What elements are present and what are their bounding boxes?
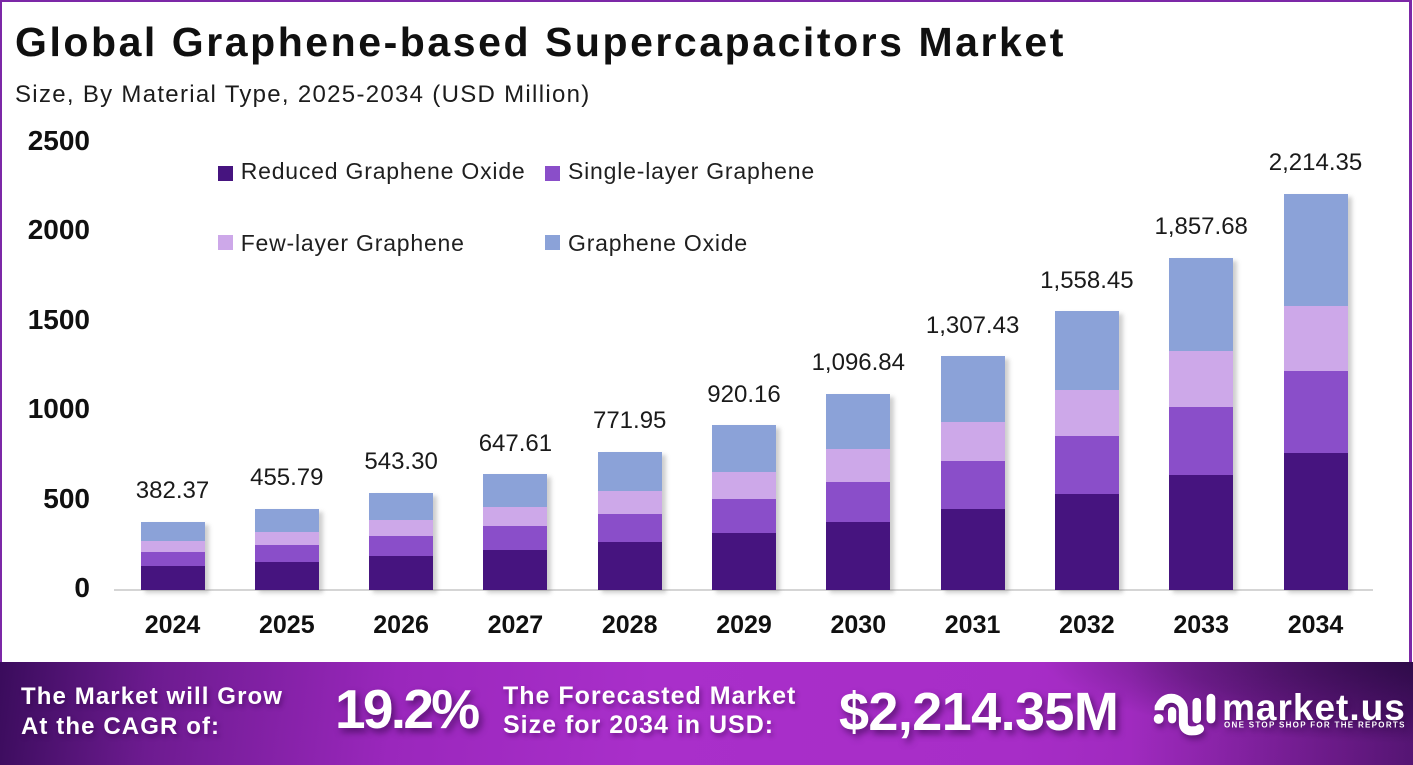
svg-text:market.us: market.us [1222,688,1406,728]
svg-text:ONE STOP SHOP FOR THE REPORTS: ONE STOP SHOP FOR THE REPORTS [1224,721,1406,730]
